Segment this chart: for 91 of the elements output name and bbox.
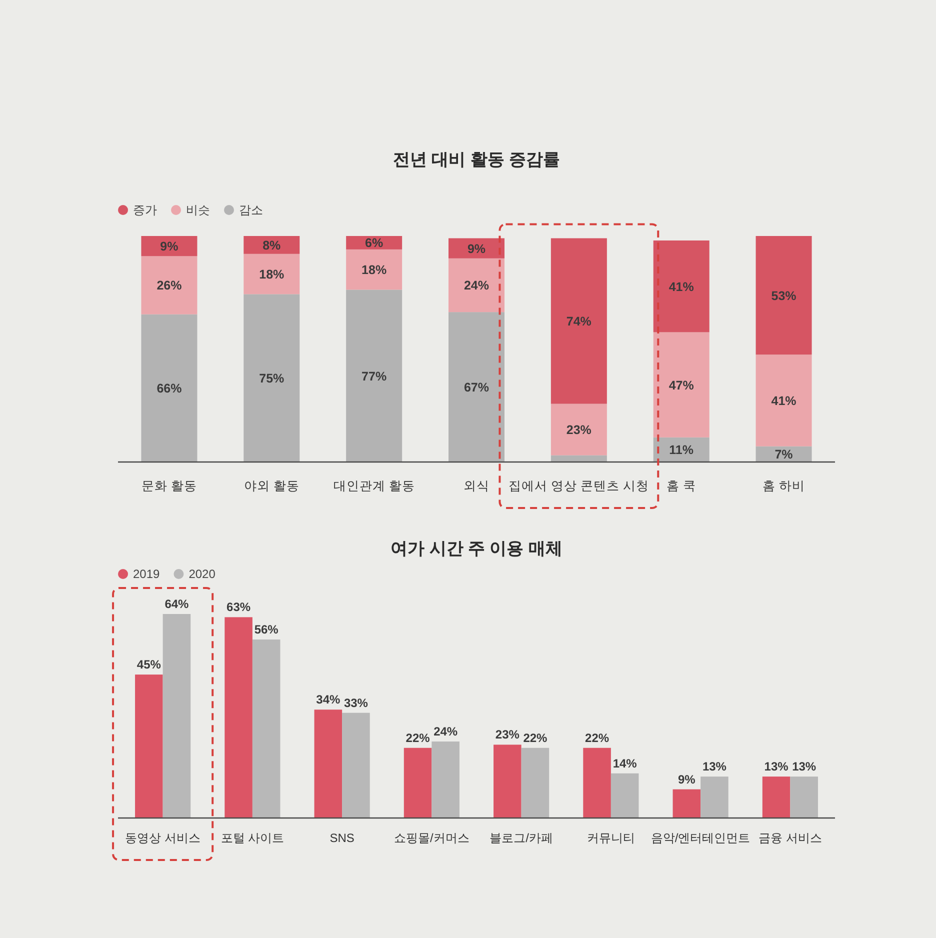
bar xyxy=(653,240,710,332)
x-tick-label: SNS xyxy=(330,831,354,845)
bar xyxy=(141,236,198,256)
legend-label: 증가 xyxy=(133,203,157,217)
bar xyxy=(432,742,460,818)
x-tick-label: 블로그/카페 xyxy=(490,831,553,845)
x-tick-label: 쇼핑몰/커머스 xyxy=(394,831,470,845)
data-label: 7% xyxy=(774,448,793,462)
bar xyxy=(135,674,163,818)
data-label: 14% xyxy=(612,756,638,770)
bar xyxy=(790,776,818,818)
bar xyxy=(346,249,402,290)
data-label: 23% xyxy=(566,423,592,438)
legend-label: 2019 xyxy=(133,567,160,581)
bar xyxy=(141,314,198,462)
bar xyxy=(404,748,432,818)
data-label: 45% xyxy=(136,658,162,672)
chart-title: 여가 시간 주 이용 매체 xyxy=(390,539,562,558)
data-label: 9% xyxy=(678,772,696,786)
data-label: 13% xyxy=(702,760,727,774)
data-label: 13% xyxy=(764,760,789,774)
legend-label: 비슷 xyxy=(186,203,210,217)
bar xyxy=(762,776,790,818)
bar xyxy=(244,236,300,254)
bar xyxy=(583,748,611,818)
bar xyxy=(550,404,607,456)
data-label: 47% xyxy=(668,378,694,392)
x-tick-label: 외식 xyxy=(464,479,490,493)
x-tick-label: 동영상 서비스 xyxy=(125,831,200,845)
bar xyxy=(252,640,280,818)
data-label: 9% xyxy=(467,242,486,256)
data-label: 56% xyxy=(254,622,279,636)
bar xyxy=(756,354,812,446)
bar xyxy=(346,290,402,462)
x-tick-label: 커뮤니티 xyxy=(586,831,635,845)
bar xyxy=(756,236,812,355)
data-label: 26% xyxy=(156,278,182,293)
data-label: 22% xyxy=(585,730,610,745)
data-label: 9% xyxy=(160,240,178,254)
bar xyxy=(162,614,191,818)
x-tick-label: 대인관계 활동 xyxy=(333,479,415,493)
bar xyxy=(653,332,710,438)
bar xyxy=(448,312,504,462)
bar xyxy=(700,776,728,818)
bar xyxy=(244,254,300,294)
bar xyxy=(448,238,504,258)
x-tick-label: 집에서 영상 콘텐츠 시청 xyxy=(508,479,650,493)
data-label: 41% xyxy=(771,394,796,408)
data-label: 34% xyxy=(316,692,341,707)
data-label: 63% xyxy=(226,600,251,614)
data-label: 53% xyxy=(771,288,796,303)
legend-label: 2020 xyxy=(188,567,216,581)
data-label: 75% xyxy=(259,372,284,386)
bar xyxy=(314,710,342,818)
x-tick-label: 금융 서비스 xyxy=(758,831,822,845)
data-label: 18% xyxy=(362,263,387,278)
bar xyxy=(141,256,198,314)
bar xyxy=(550,238,607,404)
bar xyxy=(342,712,370,818)
data-label: 66% xyxy=(156,382,182,396)
bar xyxy=(494,744,522,818)
data-label: 6% xyxy=(365,236,384,250)
data-label: 8% xyxy=(262,238,281,252)
bar xyxy=(672,789,701,818)
data-label: 22% xyxy=(523,730,548,745)
data-label: 24% xyxy=(434,724,458,738)
data-label: 11% xyxy=(669,443,694,458)
data-label: 22% xyxy=(406,730,430,745)
data-label: 77% xyxy=(362,369,387,384)
data-label: 74% xyxy=(566,314,592,329)
x-tick-label: 포털 사이트 xyxy=(220,831,284,845)
bar xyxy=(521,748,550,818)
bar xyxy=(244,294,300,462)
data-label: 13% xyxy=(792,760,816,774)
data-label: 67% xyxy=(464,380,490,395)
data-label: 41% xyxy=(668,280,694,294)
data-label: 23% xyxy=(495,728,520,742)
data-label: 24% xyxy=(464,278,490,293)
data-label: 33% xyxy=(344,696,368,710)
data-label: 64% xyxy=(164,597,190,611)
legend-label: 감소 xyxy=(239,203,263,217)
x-tick-label: 야외 활동 xyxy=(244,479,300,493)
bar xyxy=(224,617,252,818)
x-tick-label: 문화 활동 xyxy=(141,479,197,493)
bar xyxy=(610,773,639,818)
x-tick-label: 음악/엔터테인먼트 xyxy=(650,831,750,845)
bar xyxy=(448,258,504,312)
data-label: 18% xyxy=(259,268,284,282)
chart-title: 전년 대비 활동 증감률 xyxy=(392,150,560,169)
x-tick-label: 홈 쿡 xyxy=(666,479,696,493)
x-tick-label: 홈 하비 xyxy=(762,479,806,493)
